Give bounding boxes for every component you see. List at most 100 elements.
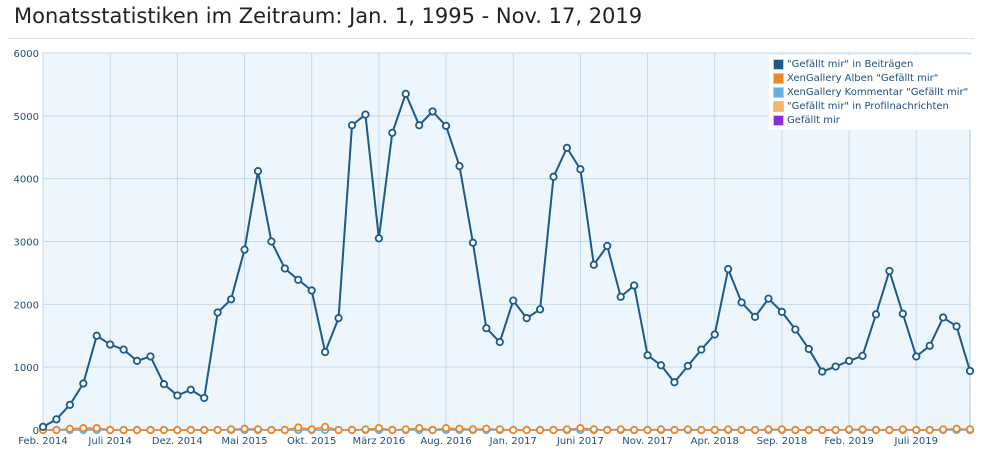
legend-label: Gefällt mir — [787, 115, 840, 127]
y-tick-label: 1000 — [14, 363, 39, 374]
series-line — [43, 426, 971, 431]
y-tick-label: 6000 — [14, 49, 39, 60]
data-point — [415, 121, 424, 130]
data-point — [280, 264, 289, 273]
data-point — [294, 423, 303, 432]
data-point — [925, 341, 934, 350]
data-point — [616, 425, 625, 434]
data-point — [764, 425, 773, 434]
data-point — [670, 425, 679, 435]
data-point — [871, 425, 881, 435]
x-tick-label: Juni 2017 — [556, 436, 604, 447]
data-point — [509, 425, 518, 435]
x-tick-label: Feb. 2019 — [824, 436, 874, 447]
data-point — [213, 308, 222, 317]
data-point — [965, 366, 975, 376]
data-point — [697, 345, 706, 354]
data-point — [428, 107, 437, 116]
data-point — [791, 325, 800, 334]
legend-swatch — [773, 86, 784, 98]
data-point — [482, 424, 491, 433]
y-tick-label: 4000 — [14, 175, 39, 186]
data-point — [132, 356, 142, 365]
data-point — [804, 425, 813, 435]
data-point — [267, 425, 276, 435]
x-tick-label: Nov. 2017 — [622, 436, 673, 447]
data-point — [535, 305, 545, 314]
data-point — [361, 425, 370, 434]
data-point — [173, 425, 182, 435]
data-point — [898, 309, 907, 318]
series-line — [42, 92, 971, 428]
data-point — [697, 425, 706, 435]
data-point — [253, 425, 263, 434]
data-point — [213, 425, 222, 435]
data-point — [603, 425, 612, 435]
y-tick-label: 0 — [33, 426, 39, 437]
data-point — [737, 425, 746, 435]
x-tick-label: Dez. 2014 — [152, 436, 203, 447]
data-point — [589, 260, 598, 269]
data-point — [750, 312, 760, 321]
data-point — [777, 307, 787, 316]
data-point — [818, 367, 827, 376]
data-point — [146, 352, 155, 361]
data-point — [388, 425, 397, 435]
x-tick-label: Sep. 2018 — [757, 436, 808, 447]
data-point — [92, 424, 101, 433]
x-tick-label: Aug. 2016 — [420, 436, 471, 447]
data-point — [455, 162, 464, 171]
y-tick-label: 5000 — [14, 112, 39, 123]
data-point — [912, 425, 921, 435]
data-point — [307, 425, 316, 434]
data-point — [321, 422, 330, 431]
y-tick-label: 3000 — [14, 238, 39, 249]
data-point — [804, 344, 813, 354]
data-point — [724, 265, 733, 274]
data-point — [65, 424, 74, 433]
data-point — [441, 121, 451, 130]
legend-item: Gefällt mir — [773, 114, 975, 128]
data-point — [844, 425, 854, 434]
data-point — [240, 245, 249, 254]
data-point — [307, 286, 316, 295]
data-point — [549, 425, 558, 435]
data-point — [562, 425, 572, 434]
data-point — [509, 296, 518, 305]
data-point — [401, 425, 410, 434]
data-point — [200, 393, 209, 403]
legend-item: XenGallery Alben "Gefällt mir" — [773, 71, 975, 85]
data-point — [226, 425, 236, 434]
data-point — [119, 425, 128, 435]
data-point — [562, 143, 572, 152]
data-point — [455, 424, 464, 433]
data-point — [38, 422, 48, 431]
data-point — [79, 424, 88, 433]
data-point — [361, 110, 370, 119]
x-tick-label: Jan. 2017 — [489, 436, 537, 447]
data-point — [468, 238, 478, 247]
data-point — [495, 425, 504, 434]
data-point — [65, 400, 74, 409]
data-point — [549, 172, 558, 181]
data-point — [818, 425, 827, 435]
data-point — [616, 292, 625, 301]
data-point — [267, 237, 276, 246]
data-point — [603, 241, 612, 250]
x-tick-label: Juli 2014 — [87, 436, 131, 447]
legend-swatch — [773, 72, 784, 84]
data-point — [441, 424, 451, 433]
data-point — [347, 121, 357, 130]
data-point — [401, 89, 410, 98]
data-point — [253, 167, 263, 176]
x-tick-label: Mai 2015 — [221, 436, 267, 447]
chart-legend: "Gefällt mir" in Beiträgen XenGallery Alb… — [769, 55, 975, 130]
data-point — [79, 379, 88, 388]
data-point — [240, 424, 249, 433]
data-point — [710, 330, 719, 339]
legend-item: XenGallery Kommentar "Gefällt mir" — [773, 85, 975, 99]
data-point — [106, 340, 115, 349]
legend-item: "Gefällt mir" in Profilnachrichten — [773, 100, 975, 114]
data-point — [925, 425, 934, 435]
data-point — [965, 425, 975, 434]
